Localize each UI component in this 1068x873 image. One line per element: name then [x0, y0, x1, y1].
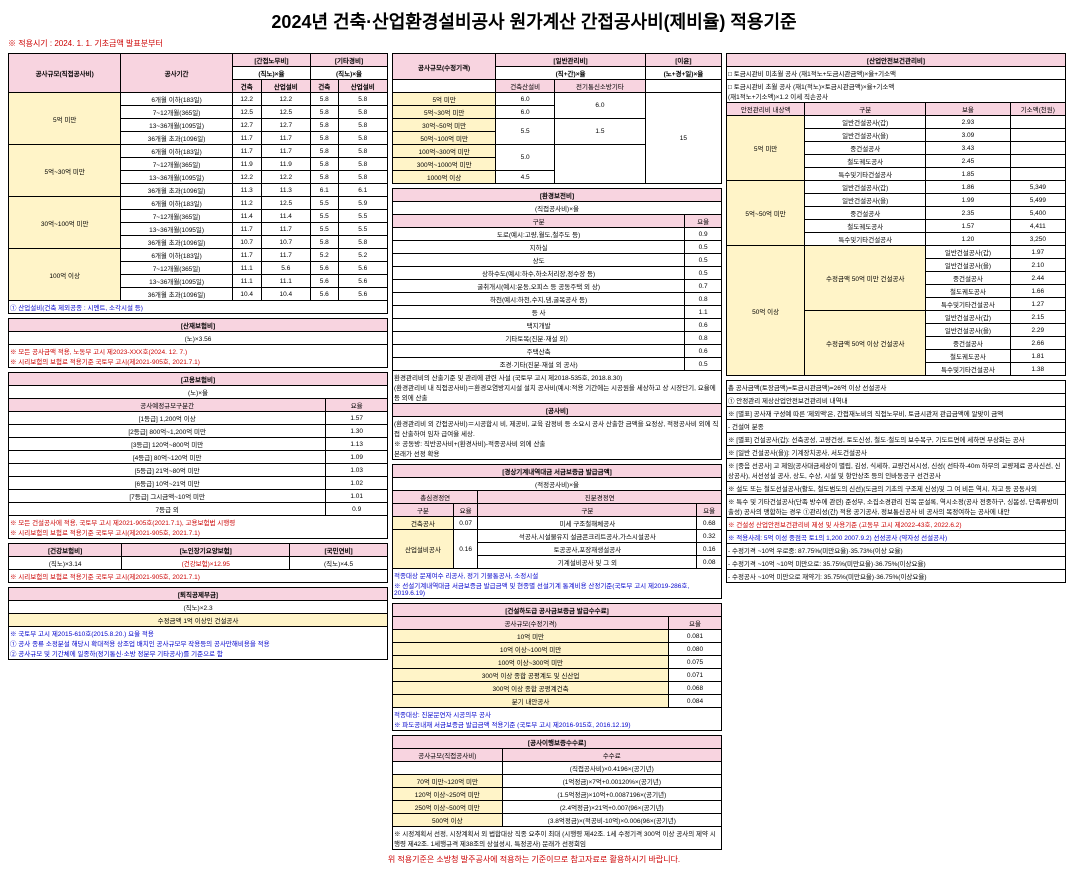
subtitle: ※ 적용시기 : 2024. 1. 1. 기초금액 발표분부터 [8, 38, 1060, 49]
goyongboheom-table: [고용보험비] (노)×율 공사예정규모구분간요율 [1등급] 1,200억 이… [8, 372, 388, 539]
health-pension-table: [건강보험비][노인장기요양보험][국민연비] (직노)×3.14(건강보험)×… [8, 543, 388, 583]
safety-mgmt-table: [산업안전보건관리비] □ 토금시관비 미초월 공사 (재1적노+도금시관금액)… [726, 53, 1066, 376]
main-rates-table: 공사규모(직접공사비) 공사기간 [간접노무비] [기타경비] (직노)×율(직… [8, 53, 388, 314]
performance-bond-table: [공사이행보증수수료] 공사규모(직접공사비)수수료 (직접공사비)×0.419… [392, 735, 722, 850]
retirement-table: [퇴직공제부금] (직노)×2.3 수정금액 1억 이상인 건설공사 ※ 국토부… [8, 587, 388, 660]
sanjaeboheom-table: [산재보험비] (노)×3.56 ※ 모든 공사금액 적용, 노동부 고시 제2… [8, 318, 388, 368]
machinery-bond-table: [경상기계내역대금 서금보증금 발급금액] (적정공사비)×율 총심경정연진분경… [392, 464, 722, 599]
subcontract-bond-table: [건설하도급 공사금보증금 발급수수료] 공사규모(수정기격)요율 10억 미만… [392, 603, 722, 731]
main-title: 2024년 건축·산업환경설비공사 원가계산 간접공사비(제비율) 적용기준 [8, 8, 1060, 34]
general-mgmt-table: 공사규모(수정기격)[일반관리비][이윤] (직+간)×율(노+경+일)×율 건… [392, 53, 722, 184]
environment-table: [환경보전비] (직접공사비)×율 구분요율 도로(예시:고량,월도,철주도 등… [392, 188, 722, 460]
notes-table: 총 공사금액(토장금액)=토금시관금액)=26억 이상 선설공사 ① 안정관리 … [726, 380, 1066, 583]
footer-note: 위 적용기준은 소방청 발주공사에 적용하는 기준이므로 참고자료로 활용하시기… [8, 854, 1060, 865]
